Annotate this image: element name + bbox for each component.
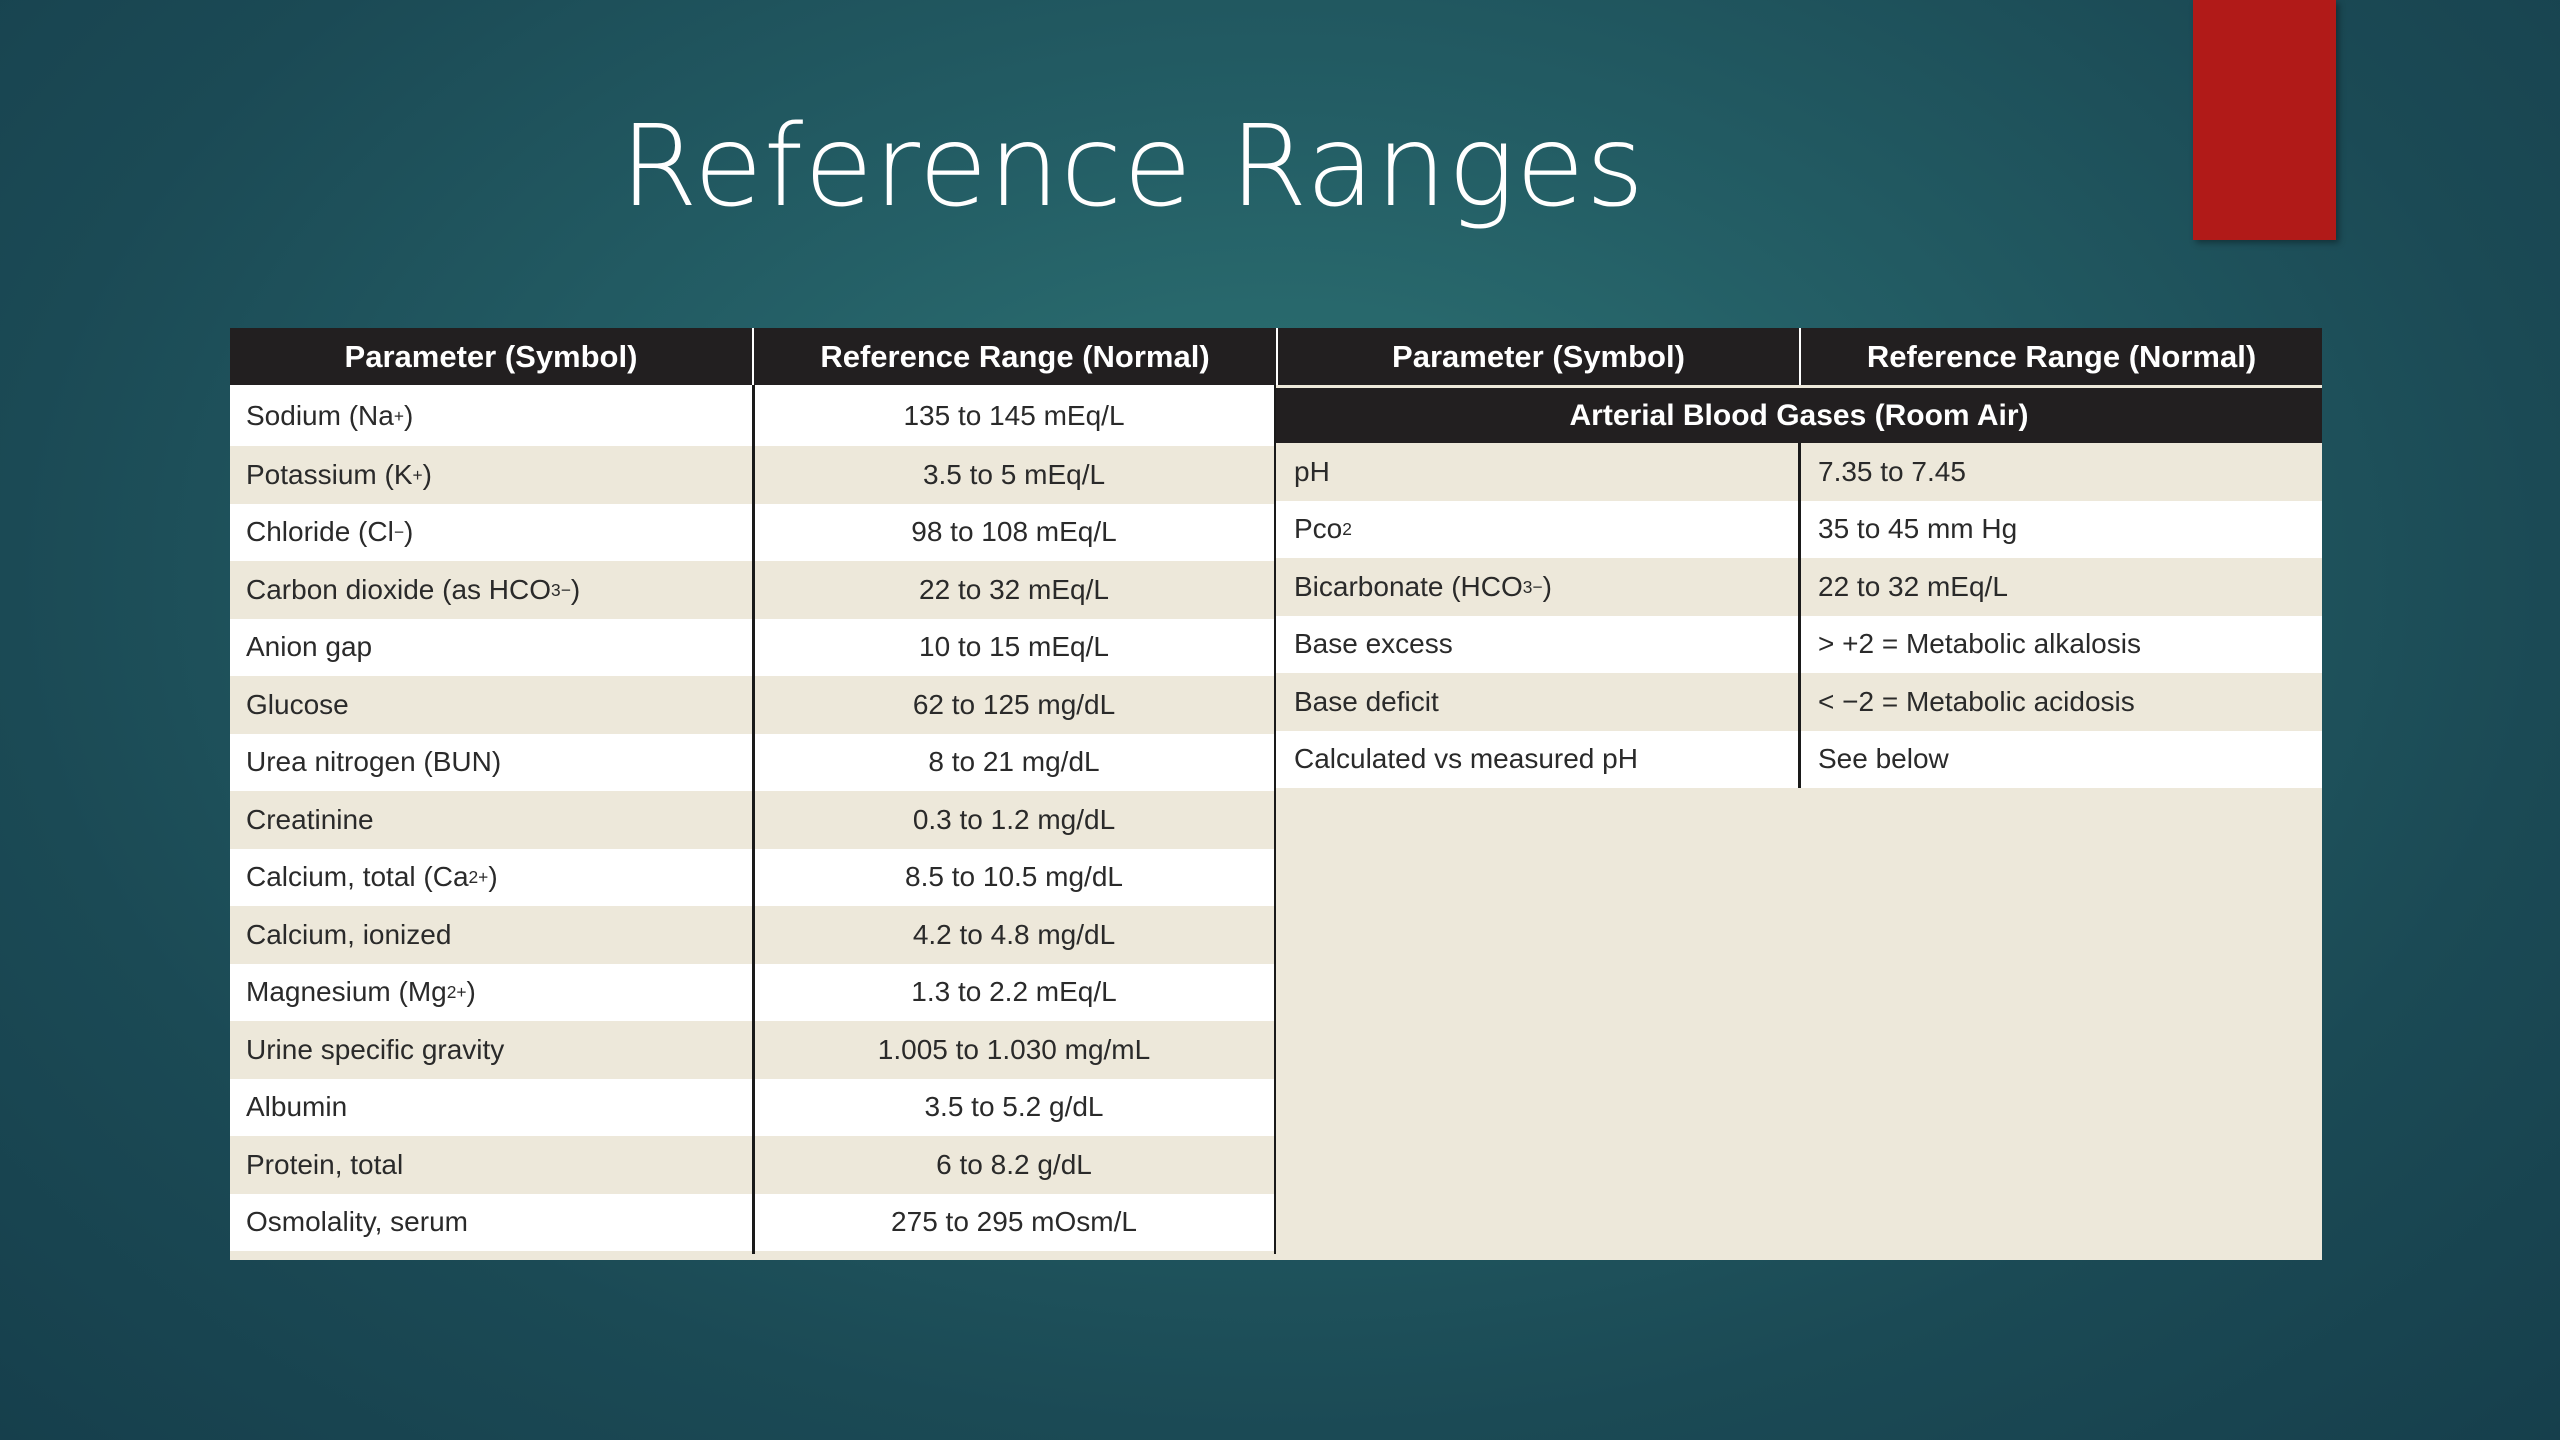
range-cell: 1.3 to 2.2 mEq/L [911,976,1117,1008]
table-row: Bicarbonate (HCO 3−) 22 to 32 mEq/L [1276,558,2322,616]
table-row: Potassium (K +) 3.5 to 5 mEq/L [230,446,1276,504]
parameter-cell: Calcium, total (Ca 2+) [246,861,498,893]
parameter-cell: Magnesium (Mg 2+) [246,976,476,1008]
header-parameter: Parameter (Symbol) [1392,338,1685,374]
table-row: Sodium (Na +) 135 to 145 mEq/L [230,385,1276,446]
table-row: Carbon dioxide (as HCO 3−) 22 to 32 mEq/L [230,561,1276,619]
parameter-cell: Urine specific gravity [246,1033,505,1065]
parameter-cell: Carbon dioxide (as HCO 3−) [246,573,581,605]
parameter-cell: pH [1294,455,1330,487]
table-row: Albumin 3.5 to 5.2 g/dL [230,1078,1276,1136]
range-cell: 62 to 125 mg/dL [912,688,1116,720]
table-row: Urea nitrogen (BUN) 8 to 21 mg/dL [230,733,1276,791]
parameter-cell: Pco 2 [1294,513,1352,545]
range-cell: 22 to 32 mEq/L [919,573,1109,605]
table-row: Base deficit < −2 = Metabolic acidosis [1276,673,2322,731]
range-cell: 7.35 to 7.45 [1818,455,1966,487]
range-cell: 22 to 32 mEq/L [1818,570,2008,602]
table-header: Parameter (Symbol) Reference Range (Norm… [1276,328,2322,385]
range-cell: 4.2 to 4.8 mg/dL [912,918,1116,950]
table-row: Protein, total 6 to 8.2 g/dL [230,1136,1276,1194]
range-cell: > +2 = Metabolic alkalosis [1818,628,2141,660]
parameter-cell: Base excess [1294,628,1453,660]
range-cell: 10 to 15 mEq/L [919,631,1109,663]
left-table: Parameter (Symbol) Reference Range (Norm… [230,328,1276,1260]
table-header: Parameter (Symbol) Reference Range (Norm… [230,328,1276,385]
range-cell: 1.005 to 1.030 mg/mL [877,1033,1151,1065]
parameter-cell: Osmolality, serum [246,1206,468,1238]
table-row: Pco 2 35 to 45 mm Hg [1276,500,2322,558]
range-cell: 3.5 to 5 mEq/L [922,458,1106,490]
table-row: Calcium, total (Ca 2+) 8.5 to 10.5 mg/dL [230,848,1276,906]
parameter-cell: Bicarbonate (HCO 3−) [1294,570,1552,602]
range-cell: See below [1818,743,1949,775]
parameter-cell: Potassium (K +) [246,458,432,490]
parameter-cell: Glucose [246,688,349,720]
table-row: Urine specific gravity 1.005 to 1.030 mg/… [230,1021,1276,1079]
right-table: Parameter (Symbol) Reference Range (Norm… [1276,328,2322,788]
parameter-cell: Calcium, ionized [246,918,452,950]
range-cell: 35 to 45 mm Hg [1818,513,2018,545]
table-row: Anion gap 10 to 15 mEq/L [230,618,1276,676]
range-cell: < −2 = Metabolic acidosis [1818,685,2135,717]
parameter-cell: Sodium (Na +) [246,399,414,431]
right-rows: pH 7.35 to 7.45 Pco 2 35 to 45 mm Hg Bicarbon… [1276,443,2322,788]
range-cell: 6 to 8.2 g/dL [936,1148,1092,1180]
parameter-cell: Anion gap [246,631,373,663]
parameter-cell: Urea nitrogen (BUN) [246,746,502,778]
table-row: Chloride (Cl −) 98 to 108 mEq/L [230,503,1276,561]
range-cell: 98 to 108 mEq/L [911,516,1117,548]
parameter-cell: Protein, total [246,1148,404,1180]
parameter-cell: Base deficit [1294,685,1439,717]
table-row: Glucose 62 to 125 mg/dL [230,676,1276,734]
parameter-cell: Albumin [246,1091,348,1123]
accent-block [2193,0,2336,240]
reference-table: Parameter (Symbol) Reference Range (Norm… [230,328,2322,1260]
range-cell: 8.5 to 10.5 mg/dL [905,861,1123,893]
table-row: pH 7.35 to 7.45 [1276,443,2322,501]
table-row: Calcium, ionized 4.2 to 4.8 mg/dL [230,906,1276,964]
range-cell: 275 to 295 mOsm/L [891,1206,1137,1238]
range-cell: 0.3 to 1.2 mg/dL [912,803,1116,835]
parameter-cell: Chloride (Cl −) [246,516,414,548]
parameter-cell: Creatinine [246,803,374,835]
header-parameter: Parameter (Symbol) [344,338,638,374]
parameter-cell: Calculated vs measured pH [1294,743,1638,775]
slide-title: Reference Ranges [620,102,1646,232]
range-cell: 3.5 to 5.2 g/dL [924,1091,1104,1123]
table-row: Creatinine 0.3 to 1.2 mg/dL [230,791,1276,849]
table-row: Osmolality, serum 275 to 295 mOsm/L [230,1193,1276,1251]
table-row: Calculated vs measured pH See below [1276,730,2322,788]
table-row: Base excess > +2 = Metabolic alkalosis [1276,615,2322,673]
range-cell: 135 to 145 mEq/L [903,399,1125,431]
abg-section-header: Arterial Blood Gases (Room Air) [1276,388,2322,443]
range-cell: 8 to 21 mg/dL [928,746,1100,778]
header-reference-range: Reference Range (Normal) [752,328,1276,385]
table-row: Magnesium (Mg 2+) 1.3 to 2.2 mEq/L [230,963,1276,1021]
header-reference-range: Reference Range (Normal) [1799,328,2322,385]
left-rows: Sodium (Na +) 135 to 145 mEq/L Potassium (K… [230,385,1276,1251]
